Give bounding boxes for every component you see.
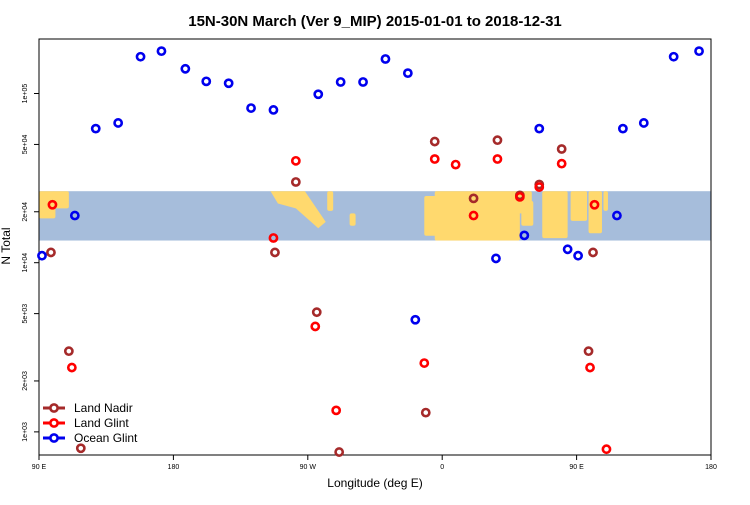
data-point	[268, 233, 279, 243]
axes: 90 E 180 90 W 0 90 E 180 1e+03 2e+03 5e+03 1e+04 2…	[22, 38, 717, 471]
legend-marker	[49, 403, 59, 413]
data-point	[311, 307, 322, 318]
data-point	[270, 247, 280, 258]
data-point	[534, 123, 545, 134]
land-shape	[270, 191, 326, 229]
data-point	[223, 78, 234, 89]
data-point	[47, 199, 58, 210]
data-point	[63, 346, 74, 357]
ocean-band	[39, 191, 711, 241]
legend-label: Land Glint	[74, 416, 129, 430]
y-tick-label: 5e+04	[22, 135, 29, 155]
data-point	[617, 123, 628, 134]
data-point	[46, 247, 56, 258]
data-point	[113, 118, 124, 128]
land-shape	[424, 196, 437, 236]
data-point	[180, 63, 191, 74]
x-tick-label: 180	[705, 464, 717, 471]
data-point	[429, 154, 440, 164]
land-shape	[588, 191, 602, 234]
legend-marker	[49, 433, 59, 443]
data-point	[468, 210, 479, 221]
land-shape	[603, 191, 608, 211]
data-point	[335, 77, 346, 87]
x-tick-label: 180	[168, 464, 180, 471]
data-point	[589, 199, 600, 210]
data-point	[135, 51, 146, 62]
data-point	[491, 253, 501, 264]
land-shape	[542, 191, 568, 239]
data-point	[201, 76, 212, 87]
plot-frame	[38, 38, 712, 456]
land-shape	[39, 191, 56, 219]
data-point	[156, 46, 167, 57]
chart-title: 15N-30N March (Ver 9_MIP) 2015-01-01 to …	[188, 13, 562, 30]
data-point	[331, 405, 342, 416]
data-point	[334, 447, 345, 457]
x-axis-label: Longitude (deg E)	[327, 476, 422, 490]
data-point	[290, 155, 301, 166]
data-points	[37, 46, 704, 457]
data-point	[90, 123, 101, 134]
data-point	[429, 136, 440, 147]
data-point	[519, 230, 530, 241]
data-point	[556, 144, 567, 154]
data-point	[468, 193, 479, 204]
data-point	[583, 346, 594, 357]
data-point	[585, 362, 595, 373]
world-map-band	[39, 191, 711, 241]
y-tick-label: 2e+03	[22, 371, 29, 391]
data-point	[402, 68, 413, 79]
data-point	[358, 77, 368, 87]
data-point	[694, 46, 704, 57]
data-point	[514, 191, 525, 202]
x-tick-label: 90 E	[569, 464, 584, 471]
data-point	[612, 210, 622, 221]
data-point	[668, 51, 679, 62]
data-point	[268, 105, 279, 115]
land-shape	[521, 201, 534, 226]
data-point	[573, 250, 583, 261]
y-tick-label: 1e+05	[22, 84, 29, 104]
land-shape	[327, 191, 334, 211]
data-point	[410, 314, 421, 325]
data-point	[419, 358, 430, 368]
data-point	[75, 443, 86, 454]
data-point	[69, 210, 80, 221]
data-point	[534, 182, 545, 192]
x-tick-label: 90 E	[32, 464, 47, 471]
data-point	[313, 89, 324, 100]
legend-label: Land Nadir	[74, 401, 133, 415]
x-tick-label: 0	[440, 464, 444, 471]
y-tick-label: 1e+04	[22, 253, 29, 273]
data-point	[450, 159, 461, 170]
y-tick-label: 2e+04	[22, 202, 29, 222]
data-point	[380, 54, 391, 64]
data-point	[556, 158, 567, 169]
legend-label: Ocean Glint	[74, 431, 138, 445]
data-point	[290, 177, 301, 187]
data-point	[310, 321, 321, 332]
data-point	[492, 154, 503, 164]
land-shape	[570, 191, 588, 221]
data-point	[420, 407, 431, 418]
legend-marker	[49, 418, 59, 428]
data-point	[638, 118, 649, 128]
data-point	[492, 135, 503, 146]
data-point	[562, 244, 573, 255]
x-tick-label: 90 W	[300, 464, 317, 471]
land-shape	[349, 213, 356, 226]
data-point	[246, 103, 256, 113]
y-tick-label: 5e+03	[22, 304, 29, 324]
data-point	[66, 362, 77, 373]
data-point	[37, 250, 47, 261]
data-point	[601, 444, 612, 455]
y-tick-label: 1e+03	[22, 422, 29, 442]
y-axis-label: N Total	[0, 227, 13, 264]
data-point	[588, 247, 598, 258]
